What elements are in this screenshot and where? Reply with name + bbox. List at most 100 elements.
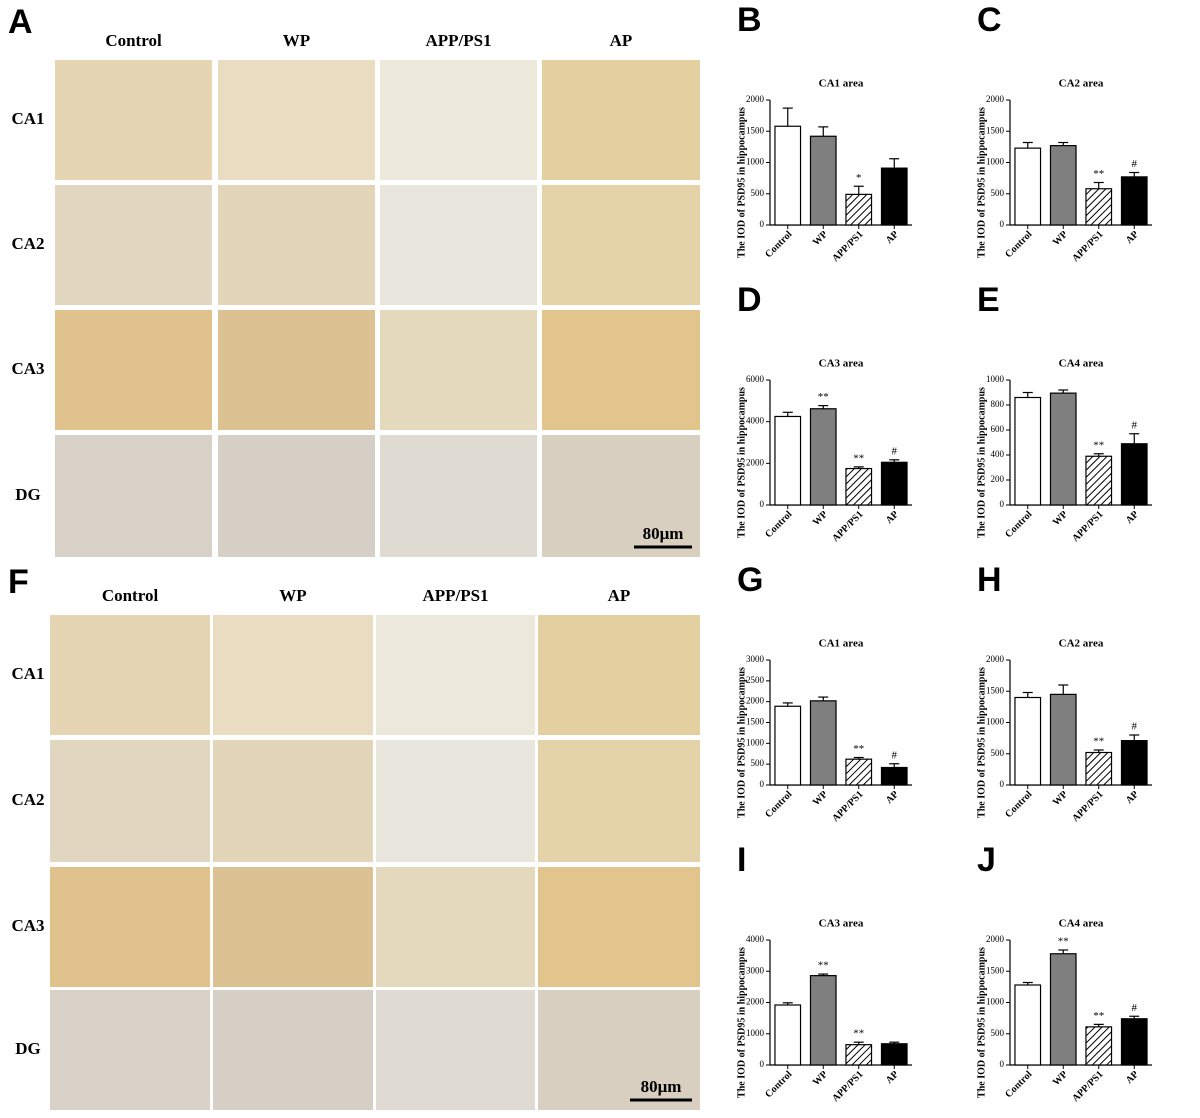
significance-label: ** (853, 1028, 864, 1040)
x-tick-label: WP (811, 229, 830, 248)
y-tick-label: 2500 (746, 675, 765, 685)
y-tick-label: 1000 (746, 1028, 765, 1038)
y-tick-label: 1000 (746, 737, 765, 747)
y-tick-label: 4000 (746, 416, 765, 426)
y-tick-label: 1000 (986, 157, 1005, 167)
y-tick-label: 0 (760, 499, 765, 509)
x-tick-label: AP (884, 789, 901, 806)
bar (809, 408, 837, 506)
y-axis-label: The IOD of PSD95 in hippocampus (976, 107, 987, 258)
x-tick-label: Control (1003, 789, 1034, 820)
bar (1049, 693, 1077, 786)
micrograph (55, 185, 212, 305)
bar (1085, 455, 1113, 506)
y-tick-label: 1500 (986, 685, 1005, 695)
micrograph (542, 60, 700, 180)
x-tick-label: WP (1051, 789, 1070, 808)
x-tick-label: APP/PS1 (1070, 1069, 1105, 1104)
row-label: CA1 (11, 109, 44, 128)
panel-letter: H (977, 561, 1002, 599)
significance-label: # (1132, 158, 1138, 170)
micrograph (218, 310, 375, 430)
y-axis-label: The IOD of PSD95 in hippocampus (736, 107, 747, 258)
column-header: Control (102, 586, 159, 605)
significance-label: ** (818, 391, 829, 403)
micrograph (50, 615, 210, 735)
x-tick-label: Control (1003, 1069, 1034, 1100)
micrograph (538, 990, 700, 1110)
panel-letter: G (737, 561, 763, 599)
panel-letter: A (8, 3, 33, 41)
y-tick-label: 1000 (986, 374, 1005, 384)
y-tick-label: 500 (991, 188, 1005, 198)
y-tick-label: 400 (991, 449, 1005, 459)
significance-label: ** (818, 960, 829, 972)
row-label: CA1 (11, 664, 44, 683)
micrograph (380, 435, 537, 557)
bar (1085, 751, 1113, 786)
y-axis-label: The IOD of PSD95 in hippocampus (736, 387, 747, 538)
y-tick-label: 2000 (746, 696, 765, 706)
x-tick-label: APP/PS1 (830, 1069, 865, 1104)
x-tick-label: Control (763, 1069, 794, 1100)
x-tick-label: Control (1003, 509, 1034, 540)
bar (1049, 392, 1077, 506)
x-tick-label: WP (1051, 1069, 1070, 1088)
y-tick-label: 500 (751, 758, 765, 768)
chart-title: CA2 area (1059, 638, 1104, 650)
significance-label: ** (853, 452, 864, 464)
row-label: CA3 (11, 359, 44, 378)
y-axis-label: The IOD of PSD95 in hippocampus (976, 667, 987, 818)
x-tick-label: WP (811, 1069, 830, 1088)
significance-label: ** (1093, 439, 1104, 451)
micrograph (50, 740, 210, 862)
bar (774, 125, 802, 226)
panel-letter: J (977, 841, 996, 879)
panel-letter: I (737, 841, 746, 879)
panel-letter: F (8, 563, 29, 601)
y-tick-label: 1500 (746, 717, 765, 727)
bar (1120, 443, 1148, 506)
bar (1120, 1018, 1148, 1066)
x-tick-label: Control (763, 229, 794, 260)
y-tick-label: 4000 (746, 934, 765, 944)
y-tick-label: 3000 (746, 654, 765, 664)
significance-label: # (1132, 721, 1138, 733)
x-tick-label: Control (1003, 229, 1034, 260)
y-axis-label: The IOD of PSD95 in hippocampus (736, 667, 747, 818)
chart-title: CA1 area (819, 78, 864, 90)
y-tick-label: 2000 (986, 654, 1005, 664)
y-tick-label: 3000 (746, 965, 765, 975)
bar (1120, 740, 1148, 786)
column-header: Control (105, 31, 162, 50)
x-tick-label: WP (811, 509, 830, 528)
x-tick-label: APP/PS1 (1070, 509, 1105, 544)
y-tick-label: 2000 (746, 94, 765, 104)
micrograph (538, 615, 700, 735)
x-tick-label: WP (811, 789, 830, 808)
bar (880, 1043, 908, 1066)
micrograph (542, 435, 700, 557)
micrograph (376, 867, 535, 987)
x-tick-label: AP (1124, 1069, 1141, 1086)
bar (845, 758, 873, 786)
y-tick-label: 0 (1000, 1059, 1005, 1069)
x-tick-label: Control (763, 509, 794, 540)
y-tick-label: 500 (991, 748, 1005, 758)
row-label: CA2 (11, 234, 44, 253)
micrograph (376, 740, 535, 862)
bar (1014, 696, 1042, 786)
significance-label: # (1132, 419, 1138, 431)
micrograph (380, 185, 537, 305)
chart-title: CA3 area (819, 358, 864, 370)
micrograph (213, 615, 373, 735)
x-tick-label: APP/PS1 (830, 509, 865, 544)
micrograph (213, 867, 373, 987)
micrograph (50, 867, 210, 987)
y-tick-label: 1500 (986, 965, 1005, 975)
y-tick-label: 1500 (986, 125, 1005, 135)
micrograph (55, 310, 212, 430)
bar (1085, 188, 1113, 226)
x-tick-label: AP (884, 1069, 901, 1086)
bar (809, 975, 837, 1066)
